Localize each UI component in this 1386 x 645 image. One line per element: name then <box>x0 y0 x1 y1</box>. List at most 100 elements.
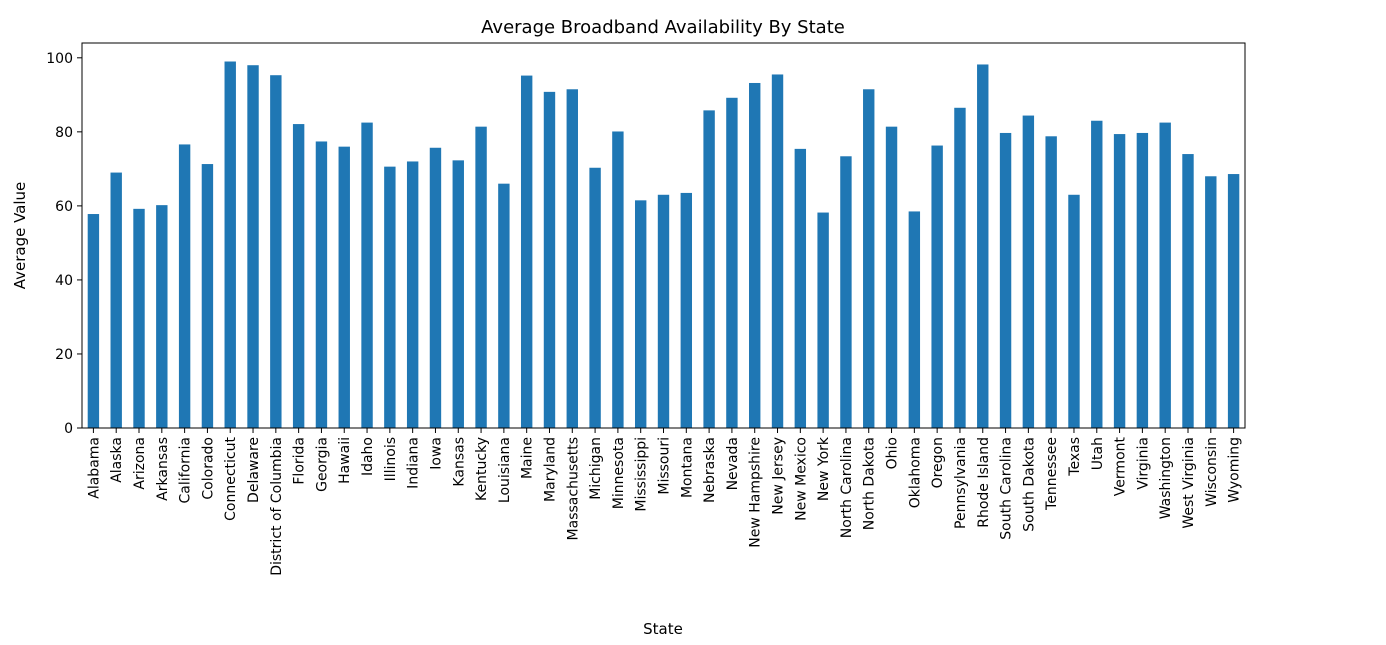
bar-indiana <box>406 161 419 428</box>
x-tick-label: Arkansas <box>155 437 171 501</box>
y-tick-label: 20 <box>55 347 73 363</box>
x-axis: Alabama Alaska Arizona Arkansas California Co… <box>86 428 1243 576</box>
bar-kentucky <box>475 126 487 429</box>
x-tick-label: Delaware <box>246 437 262 503</box>
x-tick-label: Washington <box>1158 437 1174 519</box>
x-tick-label: New Mexico <box>793 437 809 521</box>
x-tick-label: Idaho <box>360 437 376 476</box>
x-tick-label: Oregon <box>930 437 946 488</box>
bar-arkansas <box>156 205 168 428</box>
x-tick-label: Virginia <box>1135 437 1151 490</box>
x-tick-label: Kentucky <box>474 437 490 501</box>
bar-new-mexico <box>794 148 807 428</box>
x-tick-label: Alabama <box>86 437 102 499</box>
bar-rhode-island <box>977 64 989 428</box>
bar-delaware <box>247 65 259 428</box>
bars-group <box>87 61 1240 429</box>
bar-illinois <box>384 166 396 428</box>
bar-south-carolina <box>999 132 1012 428</box>
bar-virginia <box>1136 132 1149 428</box>
x-tick-label: Mississippi <box>634 437 650 512</box>
x-tick-label: Maryland <box>542 437 558 502</box>
x-tick-label: Florida <box>292 437 308 485</box>
bar-washington <box>1159 122 1171 429</box>
x-tick-label: West Virginia <box>1181 437 1197 529</box>
x-tick-label: Rhode Island <box>976 437 992 528</box>
x-tick-label: Minnesota <box>611 437 627 509</box>
bar-nebraska <box>703 110 715 428</box>
x-tick-label: Wyoming <box>1227 437 1243 503</box>
x-tick-label: New York <box>816 436 832 501</box>
x-tick-label: Pennsylvania <box>953 437 969 529</box>
x-tick-label: New Jersey <box>771 437 787 515</box>
bar-alabama <box>87 214 100 428</box>
y-tick-label: 80 <box>55 125 73 141</box>
x-tick-label: South Dakota <box>1021 437 1037 532</box>
x-tick-label: Illinois <box>383 437 399 481</box>
bar-iowa <box>429 147 442 429</box>
bar-arizona <box>133 208 145 428</box>
x-tick-label: South Carolina <box>999 437 1015 540</box>
x-tick-label: Colorado <box>200 437 216 500</box>
x-tick-label: California <box>178 437 194 503</box>
bar-hawaii <box>338 146 350 428</box>
bar-massachusetts <box>566 89 578 428</box>
bar-wyoming <box>1227 174 1240 428</box>
x-tick-label: Wisconsin <box>1204 437 1220 507</box>
x-tick-label: Georgia <box>314 437 330 492</box>
x-tick-label: Alaska <box>109 437 125 483</box>
bar-west-virginia <box>1182 154 1194 429</box>
bar-missouri <box>657 194 670 428</box>
bar-maryland <box>543 91 556 428</box>
bar-new-york <box>817 212 829 428</box>
bar-utah <box>1091 120 1103 428</box>
bar-georgia <box>315 141 328 428</box>
bar-alaska <box>110 172 122 428</box>
x-tick-label: Texas <box>1067 437 1083 477</box>
bar-kansas <box>452 160 464 429</box>
bar-new-hampshire <box>749 82 761 428</box>
bar-north-carolina <box>840 156 852 428</box>
x-tick-label: Arizona <box>132 437 148 490</box>
x-tick-label: Kansas <box>451 437 467 487</box>
bar-vermont <box>1113 134 1126 428</box>
x-tick-label: Nebraska <box>702 437 718 503</box>
y-tick-label: 100 <box>46 51 73 67</box>
x-tick-label: Maine <box>520 437 536 479</box>
y-axis: 0 20 40 60 80 100 <box>46 51 82 437</box>
x-tick-label: Vermont <box>1113 436 1129 496</box>
chart-title: Average Broadband Availability By State <box>481 17 845 38</box>
bar-nevada <box>726 97 738 429</box>
bar-tennessee <box>1045 136 1057 429</box>
x-tick-label: Nevada <box>725 437 741 490</box>
x-tick-label: New Hampshire <box>748 437 764 548</box>
bar-minnesota <box>612 131 624 429</box>
x-tick-label: Hawaii <box>337 437 353 484</box>
bar-wisconsin <box>1205 176 1217 428</box>
plot-frame <box>81 42 1246 429</box>
y-axis-label: Average Value <box>11 182 29 290</box>
bar-pennsylvania <box>954 107 966 428</box>
bar-montana <box>680 192 693 428</box>
y-tick-label: 60 <box>55 199 73 215</box>
bar-michigan <box>589 167 601 428</box>
x-tick-label: Tennessee <box>1044 437 1060 511</box>
x-tick-label: Ohio <box>885 437 901 469</box>
bar-oklahoma <box>908 211 921 428</box>
y-tick-label: 40 <box>55 273 73 289</box>
x-tick-label: North Carolina <box>839 437 855 538</box>
bar-district-of-columbia <box>270 75 282 429</box>
bar-ohio <box>885 126 898 429</box>
bar-oregon <box>931 145 943 428</box>
bar-north-dakota <box>863 89 875 428</box>
x-tick-label: Utah <box>1090 437 1106 470</box>
bar-connecticut <box>224 61 236 429</box>
bar-texas <box>1068 194 1080 428</box>
x-tick-label: Massachusetts <box>565 437 581 540</box>
bar-new-jersey <box>771 74 784 429</box>
x-tick-label: North Dakota <box>862 437 878 530</box>
x-tick-label: District of Columbia <box>269 437 285 576</box>
x-tick-label: Indiana <box>406 437 422 489</box>
x-tick-label: Michigan <box>588 437 604 500</box>
